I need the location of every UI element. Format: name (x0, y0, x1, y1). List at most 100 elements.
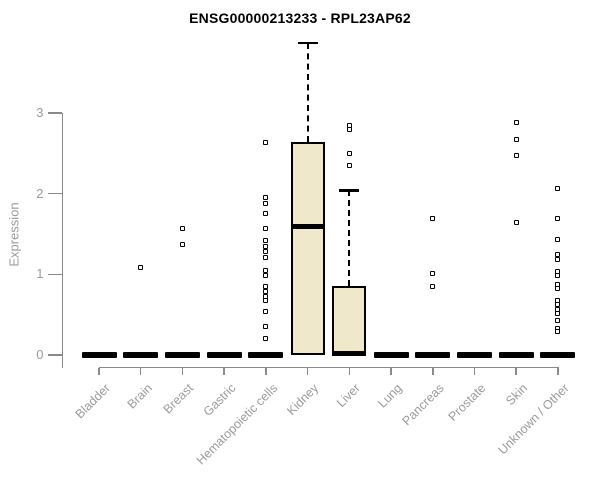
median-line (332, 350, 367, 356)
outlier-point (346, 150, 352, 156)
zero-box (373, 352, 409, 358)
y-axis-line (61, 112, 63, 368)
x-tick-label: Brain (124, 380, 155, 412)
x-axis-tick (390, 368, 392, 375)
x-tick-label: Bladder (72, 380, 113, 421)
median-line (290, 224, 325, 230)
outlier-point (430, 271, 436, 277)
x-tick-label: Breast (160, 380, 197, 416)
outlier-point (513, 153, 519, 159)
outlier-point (263, 225, 269, 231)
outlier-point (555, 329, 561, 335)
x-tick-label: Prostate (445, 380, 489, 424)
y-axis-tick (47, 354, 62, 356)
outlier-point (346, 127, 352, 133)
outlier-point (263, 308, 269, 314)
outlier-point (263, 288, 269, 294)
outlier-point (555, 186, 561, 192)
outlier-point (263, 210, 269, 216)
outlier-point (555, 297, 561, 303)
zero-box (206, 352, 242, 358)
y-tick-label: 2 (36, 185, 44, 201)
zero-box (456, 352, 492, 358)
chart-title: ENSG00000213233 - RPL23AP62 (189, 10, 411, 26)
x-tick-label: Gastric (200, 380, 239, 419)
outlier-point (555, 257, 561, 263)
x-tick-label: Liver (334, 380, 364, 410)
outlier-point (346, 122, 352, 128)
outlier-point (555, 285, 561, 291)
x-axis-line (99, 366, 560, 368)
y-axis-tick (47, 192, 62, 195)
outlier-point (430, 216, 436, 222)
upper-whisker (348, 190, 351, 286)
zero-box (164, 352, 200, 358)
outlier-point (263, 283, 269, 289)
outlier-point (555, 302, 561, 308)
outlier-point (263, 249, 269, 255)
box (290, 142, 325, 355)
zero-box (540, 352, 576, 358)
x-axis-tick (306, 368, 309, 375)
outlier-point (555, 216, 561, 222)
outlier-point (263, 243, 269, 249)
whisker-cap (339, 189, 360, 192)
outlier-point (138, 264, 144, 270)
x-tick-label: Pancreas (399, 380, 447, 428)
y-tick-label: 3 (36, 104, 44, 120)
x-tick-label: Hematopoietic cells (193, 380, 280, 468)
outlier-point (263, 267, 269, 273)
outlier-point (263, 200, 269, 206)
outlier-point (263, 336, 269, 342)
outlier-point (263, 293, 269, 299)
x-axis-tick (98, 368, 100, 375)
outlier-point (263, 237, 269, 243)
y-axis-tick (47, 273, 62, 276)
outlier-point (179, 241, 185, 247)
box (332, 285, 367, 355)
x-axis-tick (557, 368, 559, 375)
outlier-point (263, 324, 269, 330)
outlier-point (263, 195, 269, 201)
outlier-point (263, 298, 269, 304)
x-tick-label: Skin (503, 380, 531, 408)
outlier-point (555, 310, 561, 316)
zero-box (81, 352, 117, 358)
whisker-cap (297, 41, 318, 45)
outlier-point (513, 120, 519, 126)
y-tick-label: 0 (36, 347, 44, 362)
outlier-point (179, 225, 185, 231)
zero-box (498, 352, 534, 358)
outlier-point (555, 237, 561, 243)
x-axis-tick (181, 368, 184, 375)
x-axis-tick (515, 368, 517, 375)
x-axis-tick (223, 368, 225, 375)
x-tick-label: Lung (375, 380, 405, 411)
outlier-point (513, 137, 519, 143)
x-tick-label: Kidney (284, 380, 322, 418)
outlier-point (555, 273, 561, 279)
outlier-point (513, 220, 519, 226)
outlier-point (430, 283, 436, 289)
outlier-point (555, 252, 561, 258)
y-axis-label: Expression (6, 202, 22, 267)
zero-box (123, 352, 159, 358)
outlier-point (263, 272, 269, 278)
x-axis-tick (348, 368, 351, 375)
x-axis-tick (473, 368, 476, 375)
zero-box (248, 352, 284, 358)
y-tick-label: 1 (36, 266, 44, 282)
outlier-point (263, 140, 269, 146)
outlier-point (555, 317, 561, 323)
x-tick-label: Unknown / Other (495, 380, 572, 457)
x-axis-tick (432, 368, 434, 375)
outlier-point (555, 268, 561, 274)
outlier-point (263, 254, 269, 260)
x-axis-tick (139, 368, 142, 375)
outlier-point (346, 162, 352, 168)
upper-whisker (306, 42, 309, 143)
x-axis-tick (265, 368, 267, 375)
zero-box (415, 352, 451, 358)
y-axis-tick (47, 112, 62, 114)
